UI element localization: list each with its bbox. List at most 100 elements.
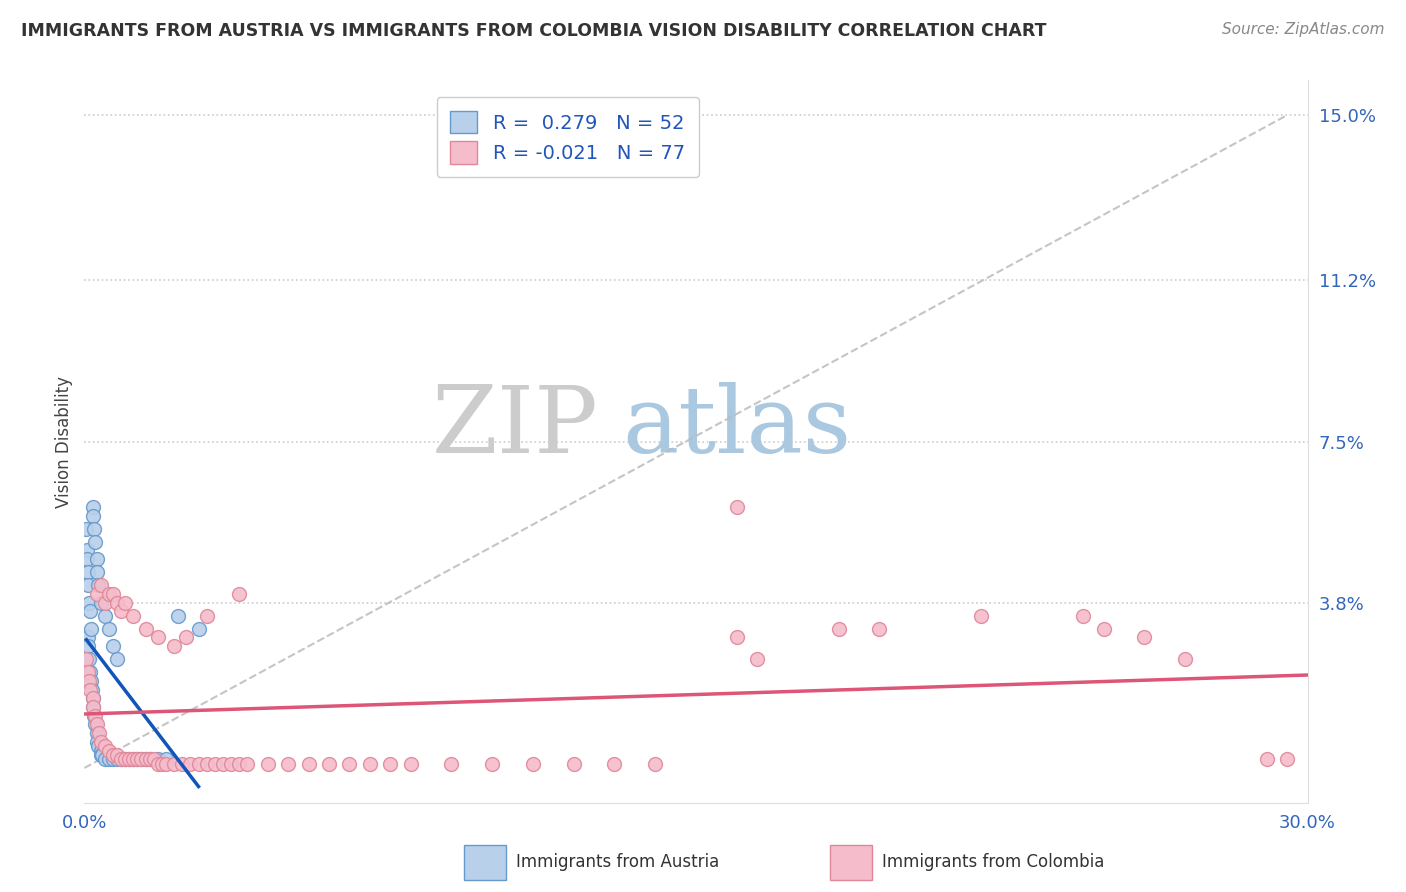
Point [155, 756, 177, 771]
Point [195, 608, 218, 623]
Point [101, 587, 124, 601]
Point [80, 673, 103, 688]
Point [86, 587, 108, 601]
Point [1174, 652, 1197, 666]
Point [131, 752, 153, 766]
Text: Immigrants from Austria: Immigrants from Austria [516, 853, 720, 871]
Point [77, 578, 100, 592]
Point [87, 726, 110, 740]
Point [82, 700, 104, 714]
Point [75, 652, 97, 666]
Bar [464, 846, 506, 880]
Point [84, 717, 107, 731]
Point [90, 735, 112, 749]
Point [90, 578, 112, 592]
Point [76, 631, 98, 645]
Point [204, 756, 226, 771]
Point [82, 691, 104, 706]
Point [138, 752, 160, 766]
Point [146, 752, 169, 766]
Point [105, 596, 128, 610]
Point [122, 752, 145, 766]
Point [90, 743, 112, 757]
Point [105, 652, 128, 666]
Point [77, 665, 100, 680]
Point [82, 508, 104, 523]
Point [603, 756, 626, 771]
Point [155, 752, 177, 766]
Point [135, 622, 157, 636]
Y-axis label: Vision Disability: Vision Disability [55, 376, 73, 508]
Text: atlas: atlas [623, 382, 852, 472]
Point [79, 682, 101, 697]
Point [77, 652, 100, 666]
Point [91, 747, 114, 762]
Point [86, 717, 108, 731]
Point [101, 639, 124, 653]
Point [114, 752, 136, 766]
Point [339, 756, 361, 771]
Point [163, 639, 186, 653]
Point [869, 622, 891, 636]
Point [83, 522, 105, 536]
Point [1092, 622, 1115, 636]
Point [80, 682, 103, 697]
Point [187, 622, 209, 636]
Point [87, 739, 110, 754]
Point [77, 596, 100, 610]
Point [97, 622, 120, 636]
Point [93, 596, 115, 610]
Point [174, 631, 197, 645]
Point [76, 543, 98, 558]
Point [83, 708, 105, 723]
Text: Immigrants from Colombia: Immigrants from Colombia [882, 853, 1104, 871]
Point [114, 752, 136, 766]
Point [228, 756, 250, 771]
Point [105, 747, 128, 762]
Point [236, 756, 259, 771]
Point [75, 522, 97, 536]
Point [77, 673, 100, 688]
Point [101, 752, 124, 766]
Point [644, 756, 666, 771]
Point [97, 587, 120, 601]
Point [318, 756, 340, 771]
Point [1073, 608, 1095, 623]
Point [562, 756, 585, 771]
Point [179, 756, 201, 771]
Point [167, 608, 190, 623]
Point [101, 747, 124, 762]
Point [105, 752, 128, 766]
Point [1256, 752, 1278, 766]
Legend: R =  0.279   N = 52, R = -0.021   N = 77: R = 0.279 N = 52, R = -0.021 N = 77 [437, 97, 699, 178]
Point [131, 752, 153, 766]
Point [146, 631, 169, 645]
Point [163, 756, 186, 771]
Point [135, 752, 157, 766]
Text: ZIP: ZIP [432, 382, 598, 472]
Point [82, 700, 104, 714]
Point [522, 756, 544, 771]
Point [146, 756, 169, 771]
Point [110, 604, 132, 618]
Point [76, 552, 98, 566]
Point [150, 756, 173, 771]
Point [84, 534, 107, 549]
Point [86, 565, 108, 579]
Point [440, 756, 463, 771]
Point [138, 752, 160, 766]
Point [219, 756, 242, 771]
Point [83, 708, 105, 723]
Point [97, 752, 120, 766]
Point [122, 752, 145, 766]
Point [110, 752, 132, 766]
Point [747, 652, 769, 666]
Point [82, 691, 104, 706]
Text: Source: ZipAtlas.com: Source: ZipAtlas.com [1222, 22, 1385, 37]
Point [142, 752, 165, 766]
Point [725, 500, 748, 514]
Point [970, 608, 993, 623]
Point [80, 622, 103, 636]
Point [79, 665, 101, 680]
Point [97, 743, 120, 757]
